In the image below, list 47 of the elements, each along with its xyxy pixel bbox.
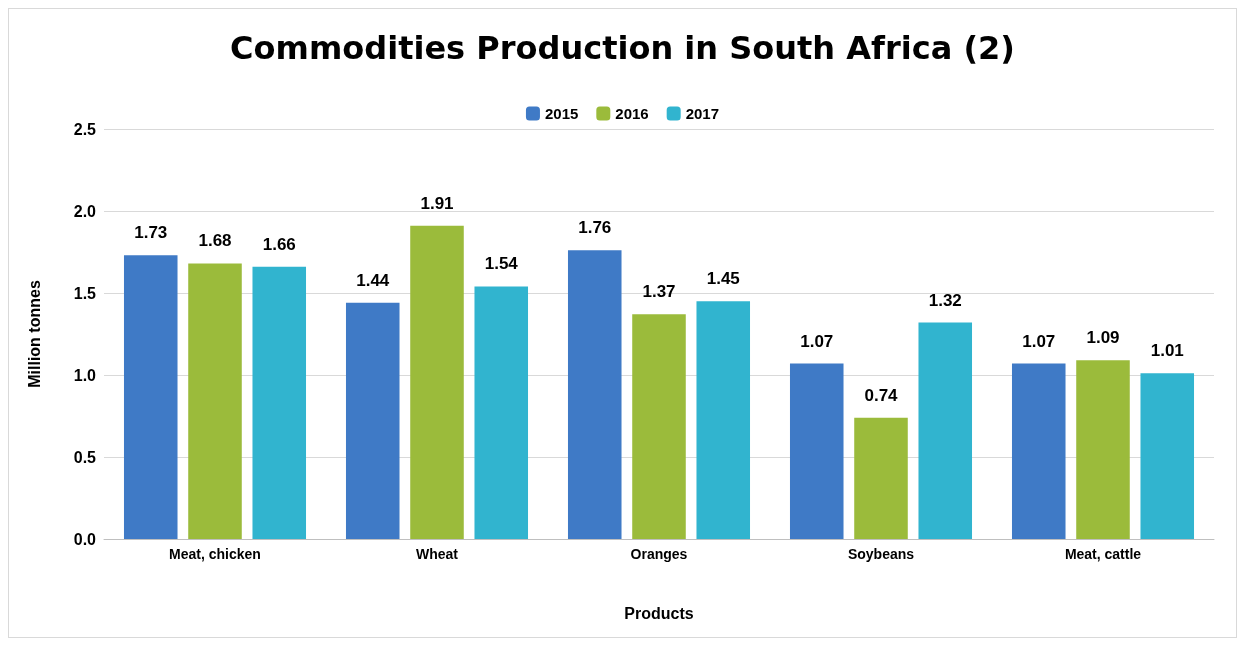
- legend-label: 2017: [685, 105, 720, 122]
- y-tick-label: 0.5: [73, 448, 97, 466]
- data-label: 1.37: [642, 282, 676, 302]
- data-label: 1.09: [1086, 328, 1120, 348]
- data-label: 1.73: [134, 223, 168, 243]
- legend-label: 2016: [615, 105, 649, 122]
- data-label: 1.91: [420, 193, 454, 213]
- data-label: 1.76: [578, 218, 612, 238]
- data-label: 1.68: [198, 231, 232, 251]
- bar: [345, 302, 400, 539]
- data-label: 0.74: [864, 385, 899, 405]
- x-tick-label: Wheat: [416, 546, 459, 562]
- data-label: 1.32: [928, 290, 962, 310]
- bar: [696, 301, 751, 539]
- data-label: 1.54: [484, 254, 519, 274]
- data-label: 1.01: [1150, 341, 1184, 361]
- bar: [474, 286, 529, 539]
- bar: [789, 363, 844, 539]
- bar: [410, 225, 464, 539]
- chart-title: Commodities Production in South Africa (2): [230, 29, 1015, 67]
- x-tick-label: Meat, cattle: [1064, 546, 1142, 562]
- bar: [1011, 363, 1066, 539]
- bar: [1076, 360, 1130, 539]
- bar: [854, 417, 908, 539]
- x-tick-label: Oranges: [630, 546, 688, 562]
- y-axis-title: Million tonnes: [25, 280, 43, 388]
- data-label: 1.66: [262, 234, 296, 254]
- legend-label: 2015: [544, 105, 579, 122]
- data-label: 1.07: [800, 331, 834, 351]
- y-tick-label: 2.5: [73, 120, 97, 138]
- y-tick-label: 1.5: [73, 284, 97, 302]
- bar: [918, 322, 973, 539]
- x-tick-label: Soybeans: [847, 546, 915, 562]
- bar: [1140, 373, 1195, 539]
- bar: [632, 314, 686, 539]
- y-tick-label: 1.0: [73, 366, 97, 384]
- bar: [567, 250, 622, 539]
- data-label: 1.07: [1022, 331, 1056, 351]
- bar: [252, 266, 307, 539]
- y-tick-label: 2.0: [73, 202, 97, 220]
- x-tick-label: Meat, chicken: [169, 546, 261, 562]
- bar: [123, 255, 178, 539]
- x-axis-title: Products: [624, 604, 694, 622]
- y-tick-label: 0.0: [73, 530, 97, 548]
- data-label: 1.44: [356, 270, 390, 290]
- data-label: 1.45: [706, 269, 740, 289]
- bar: [188, 263, 242, 539]
